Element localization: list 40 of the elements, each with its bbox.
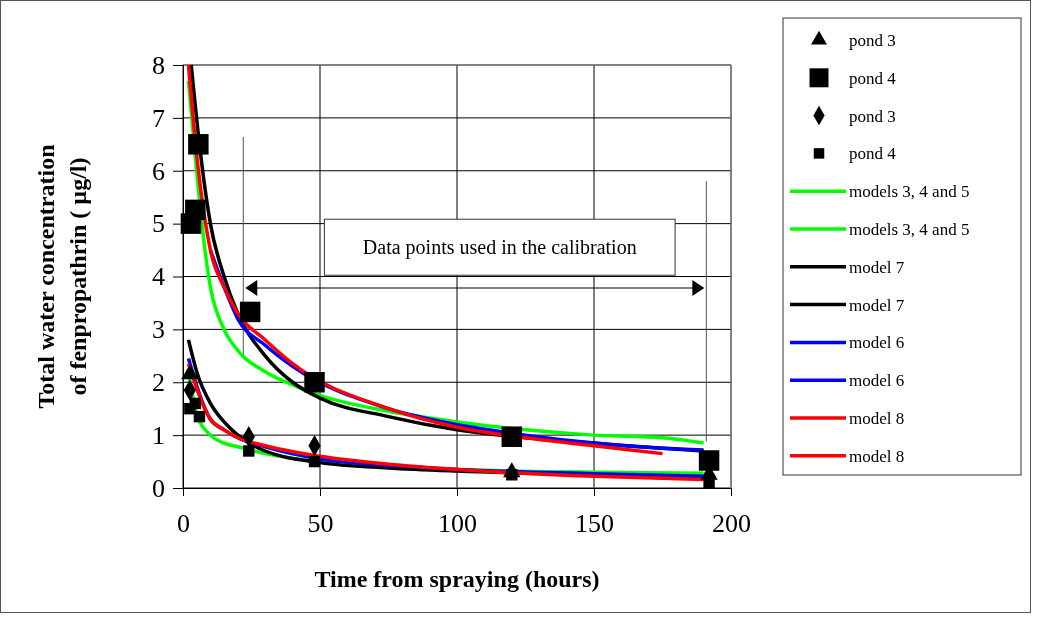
x-tick-label: 200: [712, 509, 751, 539]
point: [193, 410, 206, 423]
x-tick-label: 0: [177, 509, 190, 539]
legend-label: pond 3: [849, 106, 896, 126]
legend-label: model 6: [849, 333, 905, 353]
x-axis-title: Time from spraying (hours): [314, 566, 600, 592]
y-tick-label: 8: [152, 50, 165, 80]
legend-label: pond 4: [849, 144, 897, 164]
text-box: Data points used in the calibration: [323, 218, 676, 276]
y-axis-title: Total water concentration of fenpropathrin ( µg/l): [33, 144, 91, 409]
y-tick-label: 2: [152, 368, 165, 398]
legend-label: models 3, 4 and 5: [849, 182, 970, 202]
x-tick-label: 150: [575, 509, 614, 539]
y-tick-label: 1: [152, 420, 165, 450]
point: [239, 301, 261, 323]
y-tick-label: 3: [152, 315, 165, 345]
legend-label: pond 3: [849, 31, 896, 50]
legend-label: pond 4: [849, 68, 897, 88]
point: [308, 455, 321, 468]
y-tick-label: 0: [152, 473, 165, 503]
legend-label: model 6: [849, 371, 905, 391]
point: [243, 445, 255, 457]
legend-label: models 3, 4 and 5: [849, 220, 970, 239]
x-tick-label: 100: [438, 509, 477, 539]
point: [188, 134, 209, 155]
annotation: Data points used in the calibration: [362, 236, 637, 260]
legend-label: model 8: [849, 446, 905, 466]
point: [189, 397, 202, 410]
x-tick-label: 50: [307, 509, 334, 539]
y-tick-label: 6: [152, 156, 165, 186]
y-tick-label: 4: [152, 262, 165, 292]
point: [304, 372, 325, 393]
y-tick-label: 5: [152, 209, 165, 239]
point: [501, 426, 523, 447]
point: [185, 199, 206, 221]
legend-label: model 7: [849, 257, 905, 277]
legend-label: model 7: [849, 295, 905, 315]
legend-label: model 8: [849, 409, 905, 428]
point: [698, 450, 720, 471]
y-tick-label: 7: [152, 103, 165, 133]
